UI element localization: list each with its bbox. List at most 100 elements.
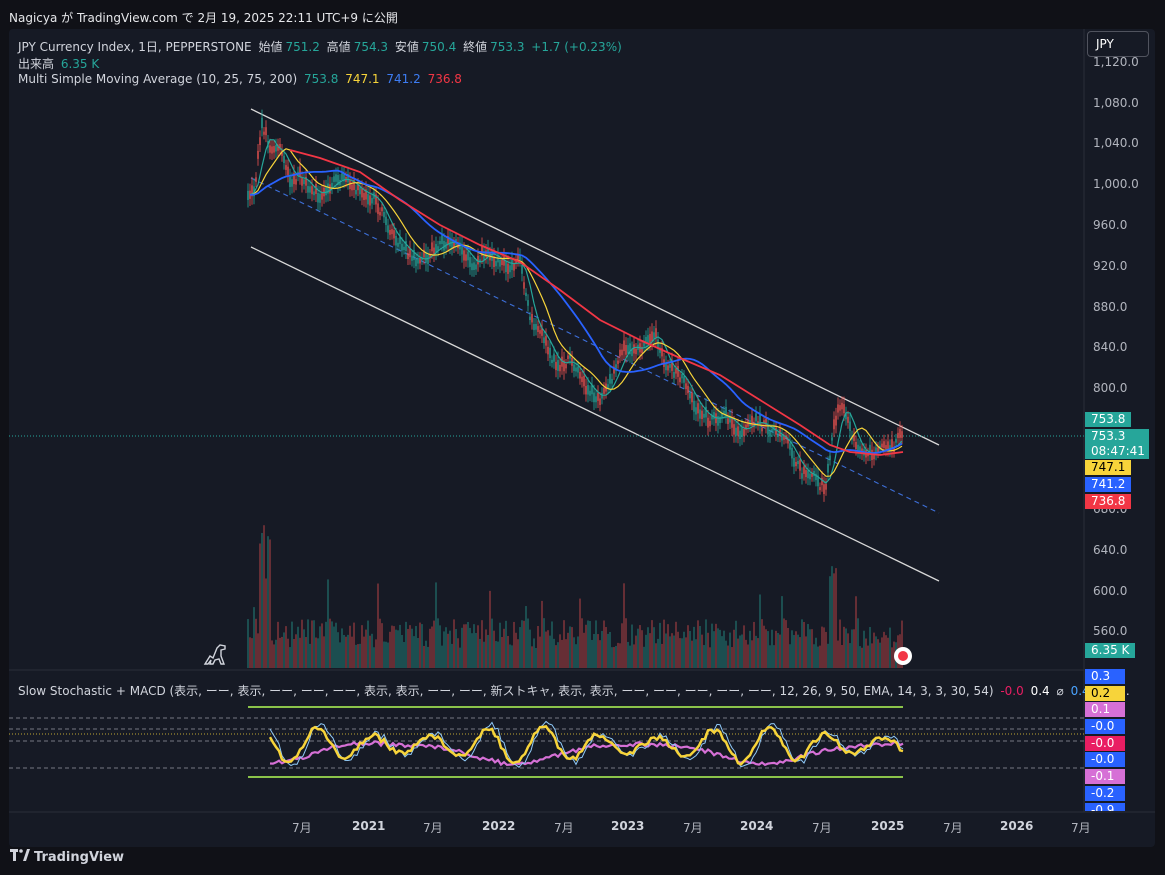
volume-bar [277, 621, 279, 668]
volume-bar [395, 629, 397, 668]
price-candle-body [607, 384, 609, 390]
volume-bar [505, 620, 507, 668]
indicator-name[interactable]: Slow Stochastic + MACD (表示, ーー, 表示, ーー, … [18, 684, 994, 698]
price-candle-body [505, 261, 507, 273]
indicator-tag: 0.2 [1085, 686, 1125, 701]
price-candle-body [485, 250, 487, 258]
volume-bar [645, 634, 647, 668]
price-candle-body [725, 406, 727, 417]
volume-bar [419, 622, 421, 668]
volume-bar [483, 641, 485, 668]
volume-bar [495, 641, 497, 668]
volume-bar [831, 566, 833, 668]
price-candle-body [461, 244, 463, 255]
volume-bar [885, 635, 887, 668]
price-candle-body [391, 229, 393, 235]
volume-bar [673, 635, 675, 668]
volume-bar [415, 626, 417, 668]
price-candle-body [615, 364, 617, 371]
volume-bar [741, 634, 743, 668]
volume-bar [463, 624, 465, 668]
price-candle-body [705, 406, 707, 418]
indicator-value-1: -0.0 [1000, 684, 1024, 698]
price-candle-body [645, 336, 647, 344]
symbol-title[interactable]: JPY Currency Index, 1日, PEPPERSTONE [18, 40, 252, 54]
price-candle-body [311, 186, 313, 195]
volume-bar [829, 576, 831, 668]
price-candle-body [301, 178, 303, 186]
price-candle-body [467, 251, 469, 261]
volume-bar [351, 636, 353, 668]
price-candle-body [507, 263, 509, 274]
volume-bar [601, 630, 603, 668]
symbol-legend[interactable]: JPY Currency Index, 1日, PEPPERSTONE 始値 75… [18, 38, 625, 55]
price-candle-body [823, 484, 825, 494]
price-candle-body [443, 240, 445, 251]
volume-bar [333, 626, 335, 668]
volume-bar [535, 647, 537, 668]
volume-bar [791, 630, 793, 668]
price-candle-body [335, 174, 337, 182]
price-candle-body [319, 193, 321, 203]
volume-bar [797, 634, 799, 668]
price-tag: 753.8 [1085, 412, 1132, 427]
price-candle-body [661, 348, 663, 357]
volume-bar [383, 641, 385, 668]
dino-icon[interactable] [201, 642, 229, 672]
price-candle-body [683, 376, 685, 383]
volume-bar [661, 643, 663, 668]
volume-bar [533, 638, 535, 668]
ma-legend[interactable]: Multi Simple Moving Average (10, 25, 75,… [18, 72, 465, 86]
price-candle-body [295, 179, 297, 185]
price-candle-body [333, 176, 335, 182]
price-candle-body [553, 353, 555, 362]
price-candle-body [641, 346, 643, 354]
ma-name[interactable]: Multi Simple Moving Average (10, 25, 75,… [18, 72, 298, 86]
volume-bar [343, 635, 345, 668]
record-icon[interactable] [894, 647, 912, 665]
price-candle-body [687, 385, 689, 394]
indicator-value-2: 0.4 [1030, 684, 1050, 698]
price-candle-body [431, 242, 433, 252]
price-candle-body [387, 225, 389, 233]
volume-bar [761, 619, 763, 668]
ma75-line [249, 169, 903, 454]
price-candle-body [629, 343, 631, 355]
chart-frame[interactable] [9, 29, 1155, 847]
price-candle-body [717, 416, 719, 426]
volume-bar [499, 622, 501, 668]
price-candle-body [501, 259, 503, 266]
publish-bar: Nagicya が TradingView.com で 2月 19, 2025 … [0, 0, 1165, 34]
price-candle-body [587, 385, 589, 395]
volume-bar [585, 624, 587, 668]
price-candle-body [509, 265, 511, 273]
volume-bar [833, 573, 835, 668]
volume-bar [455, 629, 457, 668]
volume-bar [391, 625, 393, 668]
ma75-value: 741.2 [386, 72, 421, 86]
volume-bar [401, 634, 403, 668]
price-candle-body [255, 177, 257, 182]
price-candle-body [887, 441, 889, 450]
price-candle-body [327, 183, 329, 194]
price-candle-body [751, 415, 753, 427]
volume-bar [639, 625, 641, 668]
volume-legend[interactable]: 出来高 6.35 K [18, 55, 102, 72]
volume-bar [249, 637, 251, 668]
price-candle-body [735, 427, 737, 436]
price-candle-body [591, 384, 593, 395]
volume-bar [345, 636, 347, 668]
price-candle-body [727, 418, 729, 425]
volume-bar [439, 625, 441, 668]
volume-bar [469, 627, 471, 668]
price-axis-label: 560.0 [1093, 624, 1128, 638]
volume-bar [467, 621, 469, 668]
indicator-legend[interactable]: Slow Stochastic + MACD (表示, ーー, 表示, ーー, … [18, 682, 1133, 699]
volume-bar [459, 647, 461, 668]
symbol-button[interactable]: JPY [1087, 31, 1149, 57]
volume-bar [307, 619, 309, 668]
volume-bar [291, 621, 293, 668]
volume-bar [489, 590, 491, 668]
footer-logo[interactable]: TradingView [10, 849, 124, 865]
